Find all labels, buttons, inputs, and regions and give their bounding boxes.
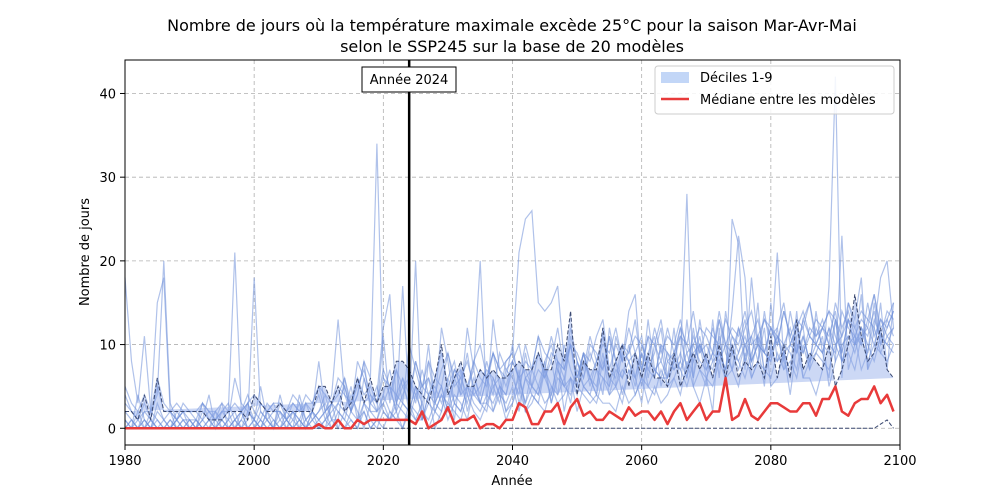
y-tick-label-30: 30 [99,171,116,186]
x-tick-label-2020: 2020 [367,454,400,469]
plot-area [124,59,901,446]
legend-frame [654,65,895,115]
legend-label-deciles: Déciles 1-9 [700,71,773,86]
chart-title-line-2: selon le SSP245 sur la base de 20 modèle… [340,37,684,56]
chart-title-line-1: Nombre de jours où la température maxima… [167,16,857,35]
x-axis-label: Année [491,474,532,489]
x-axis-ticks: 1980 2000 2020 2040 2060 2080 2100 [108,445,917,469]
x-tick-label-1980: 1980 [108,454,141,469]
y-tick-label-10: 10 [99,339,116,354]
annotation-label: Année 2024 [370,73,449,88]
y-axis-label: Nombre de jours [78,198,93,306]
median-line [125,376,895,430]
y-tick-label-40: 40 [99,87,116,102]
model-line-6 [124,309,895,431]
model-line-9 [124,294,894,423]
x-tick-label-2100: 2100 [883,454,916,469]
decile-9-line [125,294,894,422]
x-tick-label-2040: 2040 [496,454,529,469]
legend: Déciles 1-9 Médiane entre les modèles [654,65,895,115]
annotation-frame [361,66,457,93]
legend-swatch-deciles [661,72,689,83]
median-series-line [125,376,895,430]
y-tick-label-20: 20 [99,255,116,270]
x-tick-label-2000: 2000 [238,454,271,469]
model-lines [124,76,895,431]
x-tick-label-2080: 2080 [754,454,787,469]
annotation-box: Année 2024 [361,66,457,93]
legend-label-median: Médiane entre les modèles [700,93,876,108]
y-tick-label-0: 0 [108,422,116,437]
y-axis-ticks: 0 10 20 30 40 [99,87,125,437]
x-tick-label-2060: 2060 [625,454,658,469]
